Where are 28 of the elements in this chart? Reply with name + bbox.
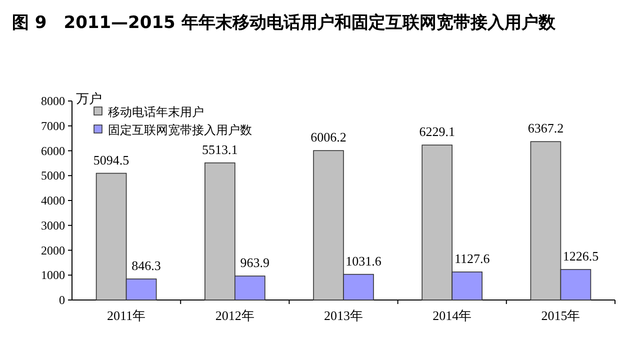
data-label: 5094.5 [93, 152, 130, 168]
data-label: 1226.5 [562, 248, 599, 264]
y-axis-title: 万户 [76, 92, 102, 107]
y-tick-label: 8000 [41, 94, 65, 108]
data-label: 6006.2 [310, 130, 346, 145]
data-label: 1127.6 [454, 250, 490, 266]
data-label: 6229.1 [419, 124, 455, 140]
chart-title: 图 9 2011—2015 年年末移动电话用户和固定互联网宽带接入用户数 [12, 13, 556, 33]
legend-label: 移动电话年末用户 [108, 105, 204, 119]
y-tick-label: 5000 [41, 168, 65, 183]
y-tick-label: 2000 [41, 243, 65, 258]
y-tick-label: 6000 [41, 144, 65, 158]
data-label: 1031.6 [346, 253, 382, 268]
data-label: 5513.1 [202, 142, 238, 157]
y-tick-label: 1000 [41, 268, 65, 282]
data-label: 6367.2 [528, 120, 564, 136]
legend-label: 固定互联网宽带接入用户数 [108, 123, 252, 137]
y-tick-label: 4000 [41, 194, 65, 208]
data-label: 846.3 [132, 258, 161, 273]
y-tick-label: 3000 [41, 218, 65, 232]
y-tick-label: 7000 [41, 118, 65, 133]
x-tick-label: 2013年 [324, 308, 363, 323]
x-tick-label: 2011年 [107, 308, 146, 323]
y-tick-label: 0 [59, 293, 65, 307]
x-tick-label: 2015年 [541, 308, 580, 323]
x-tick-label: 2014年 [432, 308, 472, 323]
data-label: 963.9 [240, 255, 270, 270]
x-tick-label: 2012年 [215, 308, 254, 323]
